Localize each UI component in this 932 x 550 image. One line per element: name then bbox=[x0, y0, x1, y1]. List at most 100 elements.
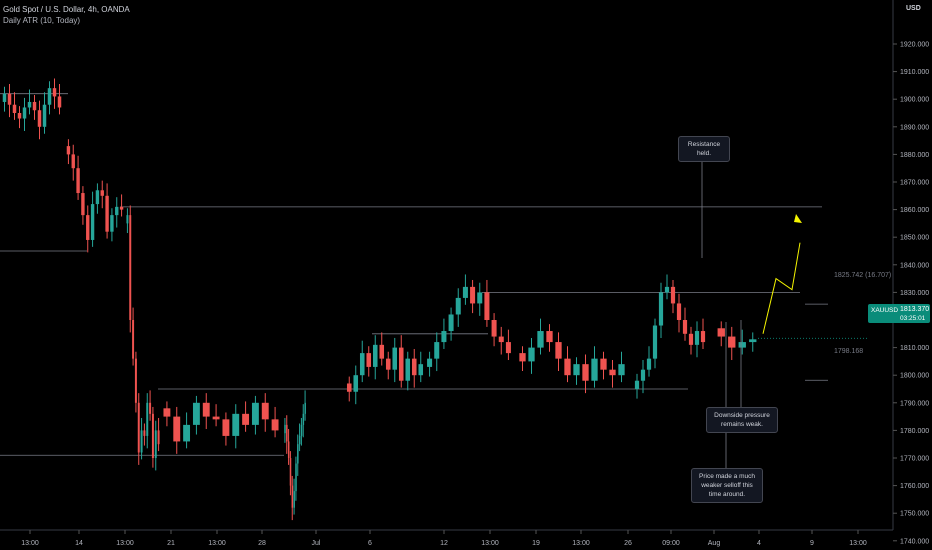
candle-body bbox=[289, 458, 292, 486]
candle-body bbox=[242, 413, 250, 425]
x-tick-label: 6 bbox=[368, 540, 372, 547]
candle-body bbox=[300, 424, 303, 436]
candle-body bbox=[658, 292, 664, 326]
symbol-title: Gold Spot / U.S. Dollar, 4h, OANDA bbox=[3, 5, 130, 14]
candle-body bbox=[119, 206, 124, 210]
candle-body bbox=[537, 331, 544, 348]
candle-body bbox=[192, 402, 200, 425]
candle-body bbox=[183, 424, 191, 442]
candle-body bbox=[134, 358, 137, 403]
y-tick-label: 1850.000 bbox=[900, 235, 929, 242]
candle-body bbox=[618, 364, 625, 376]
candle-body bbox=[140, 430, 143, 453]
candle-body bbox=[37, 110, 42, 127]
x-tick-label: 12 bbox=[440, 540, 448, 547]
candle-body bbox=[682, 320, 688, 334]
y-tick-label: 1760.000 bbox=[900, 483, 929, 490]
x-tick-label: 09:00 bbox=[662, 540, 680, 547]
candle-body bbox=[232, 413, 240, 436]
candle-body bbox=[7, 93, 12, 105]
candle-body bbox=[353, 375, 359, 392]
candle-body bbox=[42, 104, 47, 127]
x-tick-label: 19 bbox=[532, 540, 540, 547]
y-tick-label: 1900.000 bbox=[900, 97, 929, 104]
candle-body bbox=[498, 336, 504, 343]
x-tick-label: 4 bbox=[757, 540, 761, 547]
candle-body bbox=[151, 413, 154, 458]
candle-body bbox=[634, 380, 640, 389]
candle-body bbox=[86, 215, 90, 240]
y-tick-label: 1880.000 bbox=[900, 152, 929, 159]
candle-body bbox=[688, 333, 694, 345]
candle-body bbox=[66, 146, 71, 155]
price-tag: XAUUSD 1813.370 03:25:01 bbox=[868, 304, 930, 323]
candle-body bbox=[163, 408, 171, 417]
price-tag-symbol: XAUUSD bbox=[871, 307, 899, 314]
candle-body bbox=[652, 325, 658, 359]
candle-body bbox=[640, 369, 646, 381]
candle-body bbox=[105, 195, 109, 232]
candle-body bbox=[694, 331, 700, 345]
candle-body bbox=[154, 430, 157, 458]
candle-body bbox=[385, 358, 391, 370]
candle-body bbox=[392, 347, 398, 370]
candle-body bbox=[302, 413, 305, 425]
resistance-note[interactable]: Resistance held. bbox=[678, 136, 730, 162]
candle-body bbox=[212, 416, 220, 420]
candle-body bbox=[2, 93, 7, 102]
candle-body bbox=[379, 344, 385, 359]
x-tick-label: 13:00 bbox=[116, 540, 134, 547]
candle-body bbox=[670, 286, 676, 304]
candle-body bbox=[573, 364, 580, 376]
x-tick-label: 13:00 bbox=[481, 540, 499, 547]
y-tick-label: 1780.000 bbox=[900, 428, 929, 435]
candle-body bbox=[287, 441, 290, 458]
y-tick-label: 1860.000 bbox=[900, 207, 929, 214]
candle-body bbox=[157, 430, 160, 445]
candle-body bbox=[455, 297, 461, 315]
candle-body bbox=[398, 347, 404, 381]
candle-body bbox=[582, 364, 589, 381]
candle-body bbox=[749, 339, 757, 343]
y-tick-label: 1750.000 bbox=[900, 511, 929, 518]
downside-note[interactable]: Downside pressure remains weak. bbox=[706, 407, 778, 433]
candle-body bbox=[427, 358, 433, 367]
candle-body bbox=[519, 353, 526, 362]
candle-body bbox=[297, 444, 299, 464]
atr-lower-label: 1798.168 bbox=[834, 348, 864, 355]
candle-body bbox=[295, 463, 297, 492]
y-tick-label: 1810.000 bbox=[900, 345, 929, 352]
candle-body bbox=[71, 154, 75, 169]
candle-body bbox=[528, 347, 535, 362]
candle-body bbox=[132, 320, 135, 359]
candle-body bbox=[600, 358, 607, 370]
candle-body bbox=[304, 402, 306, 414]
candle-body bbox=[57, 96, 62, 108]
candle-body bbox=[143, 430, 146, 436]
candle-body bbox=[291, 485, 294, 508]
candle-body bbox=[149, 402, 152, 414]
candle-body bbox=[137, 402, 140, 453]
candle-body bbox=[555, 342, 562, 359]
currency-label: USD bbox=[906, 5, 921, 12]
candle-body bbox=[372, 344, 378, 367]
candle-body bbox=[484, 292, 490, 320]
candle-body bbox=[676, 303, 682, 320]
candle-body bbox=[448, 314, 454, 332]
candle-body bbox=[284, 424, 286, 434]
candle-body bbox=[359, 353, 365, 376]
selloff-note[interactable]: Price made a much weaker selloff this ti… bbox=[691, 468, 763, 503]
projection-arrowhead bbox=[794, 214, 802, 223]
candle-body bbox=[717, 328, 725, 337]
candle-body bbox=[728, 336, 736, 348]
candle-body bbox=[405, 358, 411, 381]
candle-body bbox=[95, 190, 100, 205]
candle-body bbox=[477, 292, 483, 304]
y-tick-label: 1800.000 bbox=[900, 373, 929, 380]
x-tick-label: Aug bbox=[708, 540, 721, 547]
candle-body bbox=[76, 168, 80, 194]
x-tick-label: 9 bbox=[810, 540, 814, 547]
candle-body bbox=[251, 402, 259, 425]
